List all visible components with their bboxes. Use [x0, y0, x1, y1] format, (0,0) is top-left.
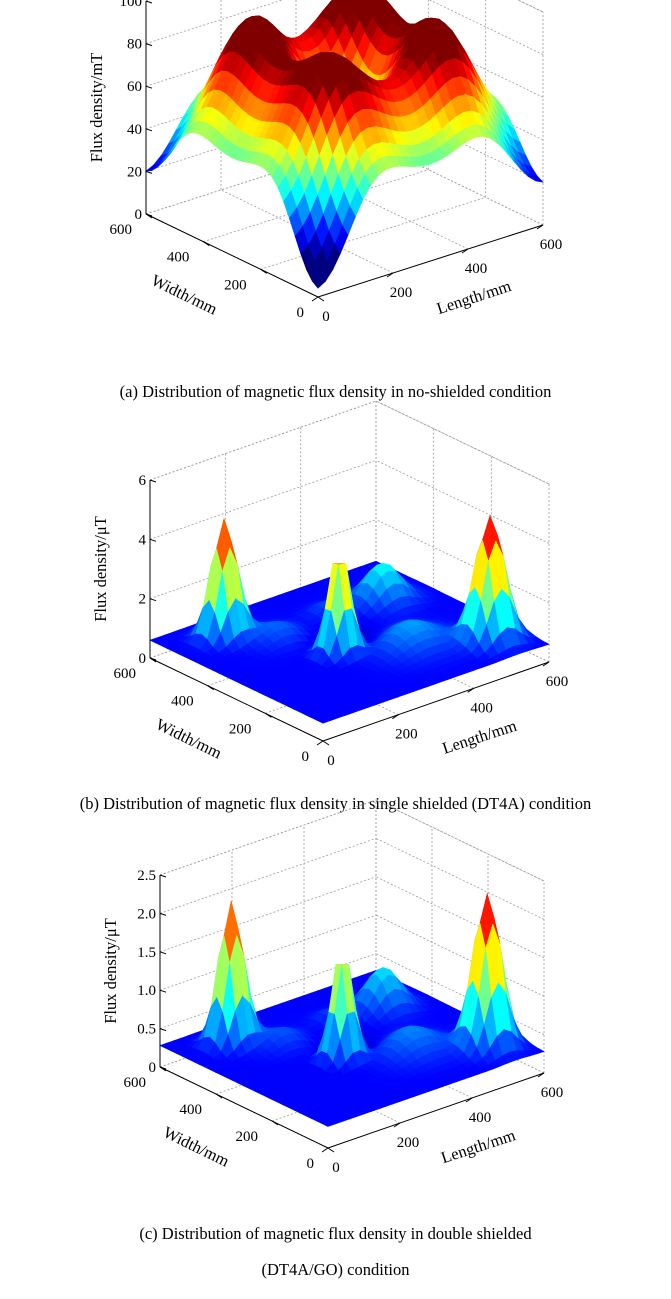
x-tick-label: 600 — [541, 1085, 564, 1101]
z-tick-label: 4 — [139, 532, 147, 548]
z-tick-label: 6 — [139, 473, 147, 489]
y-axis-label: Width/mm — [160, 1122, 232, 1170]
x-tick-label: 400 — [465, 261, 488, 277]
z-tick-label: 2.5 — [137, 868, 156, 884]
surface-plot-a: 02004006000200400600020406080100Length/m… — [87, 0, 563, 325]
surface-patch — [311, 273, 326, 289]
z-tick-label: 40 — [127, 122, 142, 138]
z-tick-label: 1.0 — [137, 983, 156, 999]
chart-panel-a: 0 200 400 600 0 200 400 600 0 20 40 60 80 100 Length/m… — [0, 0, 671, 420]
surface — [145, 0, 544, 289]
y-tick-label: 200 — [229, 721, 252, 737]
z-axis-label: Flux density/mT — [87, 53, 106, 163]
y-tick-label: 200 — [236, 1129, 259, 1145]
x-axis-label: Length/mm — [439, 1125, 518, 1167]
z-tick-label: 2 — [139, 592, 147, 608]
x-tick-label: 0 — [332, 1160, 340, 1176]
caption-a: (a) Distribution of magnetic flux densit… — [119, 382, 552, 401]
z-tick-label: 0.5 — [137, 1022, 156, 1038]
z-axis-label: Flux density/μT — [101, 918, 120, 1024]
y-axis-label: Width/mm — [148, 270, 220, 318]
z-tick-label: 2.0 — [137, 906, 156, 922]
y-tick-label: 600 — [114, 666, 137, 682]
y-tick-label: 400 — [180, 1102, 203, 1118]
y-tick-label: 0 — [302, 749, 310, 765]
caption-c-line1: (c) Distribution of magnetic flux densit… — [139, 1224, 532, 1243]
z-axis-label: Flux density/μT — [91, 516, 110, 622]
z-tick-label: 0 — [139, 651, 147, 667]
chart-panel-b: 0 200 400 600 0 200 400 600 0 2 4 6 Length/mm Width/m… — [0, 400, 671, 840]
x-tick-label: 400 — [470, 700, 493, 716]
x-tick-label: 600 — [546, 674, 569, 690]
y-tick-label: 0 — [297, 305, 305, 321]
y-axis-label: Width/mm — [153, 714, 225, 762]
x-tick-label: 200 — [397, 1135, 420, 1151]
x-tick-label: 400 — [469, 1110, 492, 1126]
z-tick-label: 80 — [127, 37, 142, 53]
caption-c-line2: (DT4A/GO) condition — [261, 1260, 410, 1279]
z-tick-label: 100 — [120, 0, 143, 10]
surface — [149, 514, 550, 724]
x-axis-label: Length/mm — [440, 716, 519, 758]
z-tick-label: 20 — [127, 164, 142, 180]
y-tick-label: 200 — [224, 277, 247, 293]
x-tick-label: 600 — [540, 237, 563, 253]
surface — [159, 892, 545, 1127]
y-tick-label: 400 — [171, 694, 194, 710]
surface-plot-b: 020040060002004006000246Length/mmWidth/m… — [91, 400, 569, 769]
x-tick-label: 0 — [322, 309, 330, 325]
surface-patch — [321, 1120, 336, 1127]
caption-b: (b) Distribution of magnetic flux densit… — [79, 794, 592, 813]
surface-plot-c: 0200400600020040060000.51.01.52.02.5Leng… — [101, 799, 564, 1176]
y-tick-label: 600 — [124, 1075, 147, 1091]
y-tick-label: 600 — [110, 222, 133, 238]
surface-patch — [316, 717, 332, 724]
z-tick-label: 1.5 — [137, 945, 156, 961]
z-tick-label: 0 — [149, 1060, 157, 1076]
x-tick-label: 200 — [390, 285, 413, 301]
z-tick-label: 60 — [127, 79, 142, 95]
chart-panel-c: 0 200 400 600 0 200 400 600 0 0.5 1.0 1.5 2.0 2.5 Leng… — [0, 799, 671, 1299]
y-tick-label: 400 — [167, 250, 190, 266]
x-axis-label: Length/mm — [434, 276, 513, 318]
z-tick-label: 0 — [135, 207, 143, 223]
x-tick-label: 200 — [395, 727, 418, 743]
x-tick-label: 0 — [327, 753, 335, 769]
y-tick-label: 0 — [307, 1156, 315, 1172]
